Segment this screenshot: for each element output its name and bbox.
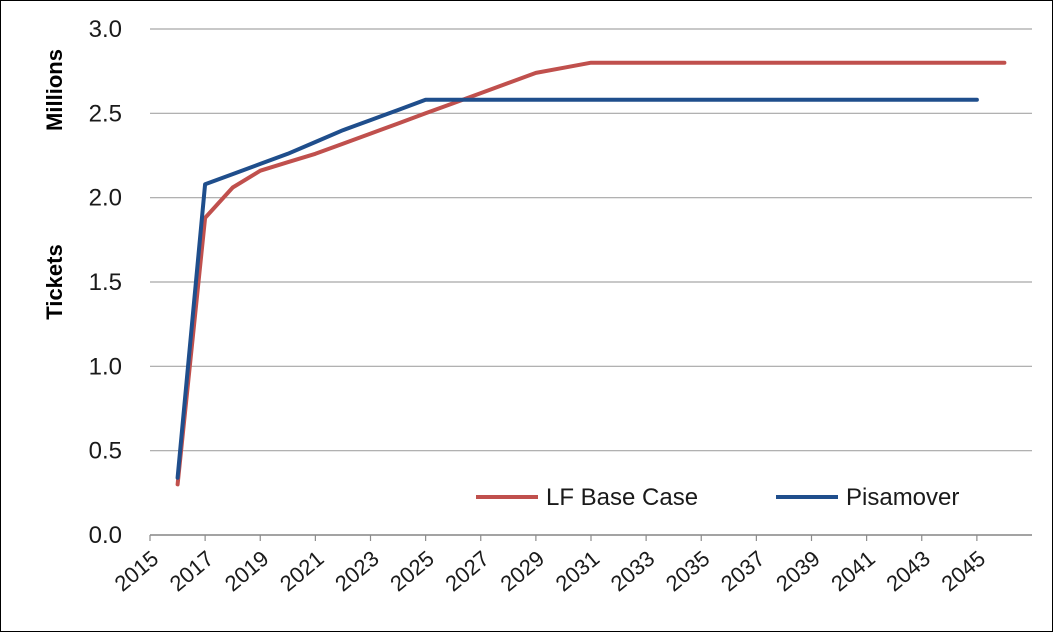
y-tick-label: 1.5 xyxy=(89,269,122,296)
y-tick-label: 0.0 xyxy=(89,522,122,549)
x-tick-label: 2019 xyxy=(220,546,274,597)
y-axis-label-top: Millions xyxy=(42,49,67,131)
x-tick-label: 2029 xyxy=(496,546,550,597)
x-tick-label: 2023 xyxy=(330,546,384,597)
legend-label: LF Base Case xyxy=(546,484,698,511)
x-tick-label: 2035 xyxy=(661,546,715,597)
x-tick-label: 2025 xyxy=(385,546,439,597)
x-tick-label: 2043 xyxy=(881,546,935,597)
series-lines xyxy=(175,60,1007,487)
x-tick-label: 2015 xyxy=(110,546,164,597)
x-tick-label: 2021 xyxy=(275,546,329,597)
series-line-pisamover xyxy=(175,97,979,480)
x-tick-label: 2045 xyxy=(937,546,991,597)
gridlines xyxy=(149,28,1032,541)
x-tick-label: 2037 xyxy=(716,546,770,597)
x-tick-label: 2027 xyxy=(440,546,494,597)
x-tick-label: 2041 xyxy=(826,546,880,597)
y-tick-label: 0.5 xyxy=(89,438,122,465)
x-tick-label: 2017 xyxy=(165,546,219,597)
x-tick-label: 2031 xyxy=(551,546,605,597)
x-tick-label: 2033 xyxy=(606,546,660,597)
x-tick-label: 2039 xyxy=(771,546,825,597)
x-tick-labels: 2015 2017 2019 2021 2023 2025 2027 2029 2031 2033… xyxy=(110,546,990,597)
series-line-lf-base-case xyxy=(175,60,1007,487)
y-axis-label-bottom: Tickets xyxy=(42,244,67,319)
y-tick-labels: 0.0 0.5 1.0 1.5 2.0 2.5 3.0 xyxy=(89,16,122,549)
y-tick-label: 2.0 xyxy=(89,185,122,212)
y-tick-label: 1.0 xyxy=(89,353,122,380)
y-tick-label: 3.0 xyxy=(89,16,122,43)
legend: LF Base Case Pisamover xyxy=(476,484,959,511)
legend-label: Pisamover xyxy=(846,484,959,511)
y-tick-label: 2.5 xyxy=(89,100,122,127)
